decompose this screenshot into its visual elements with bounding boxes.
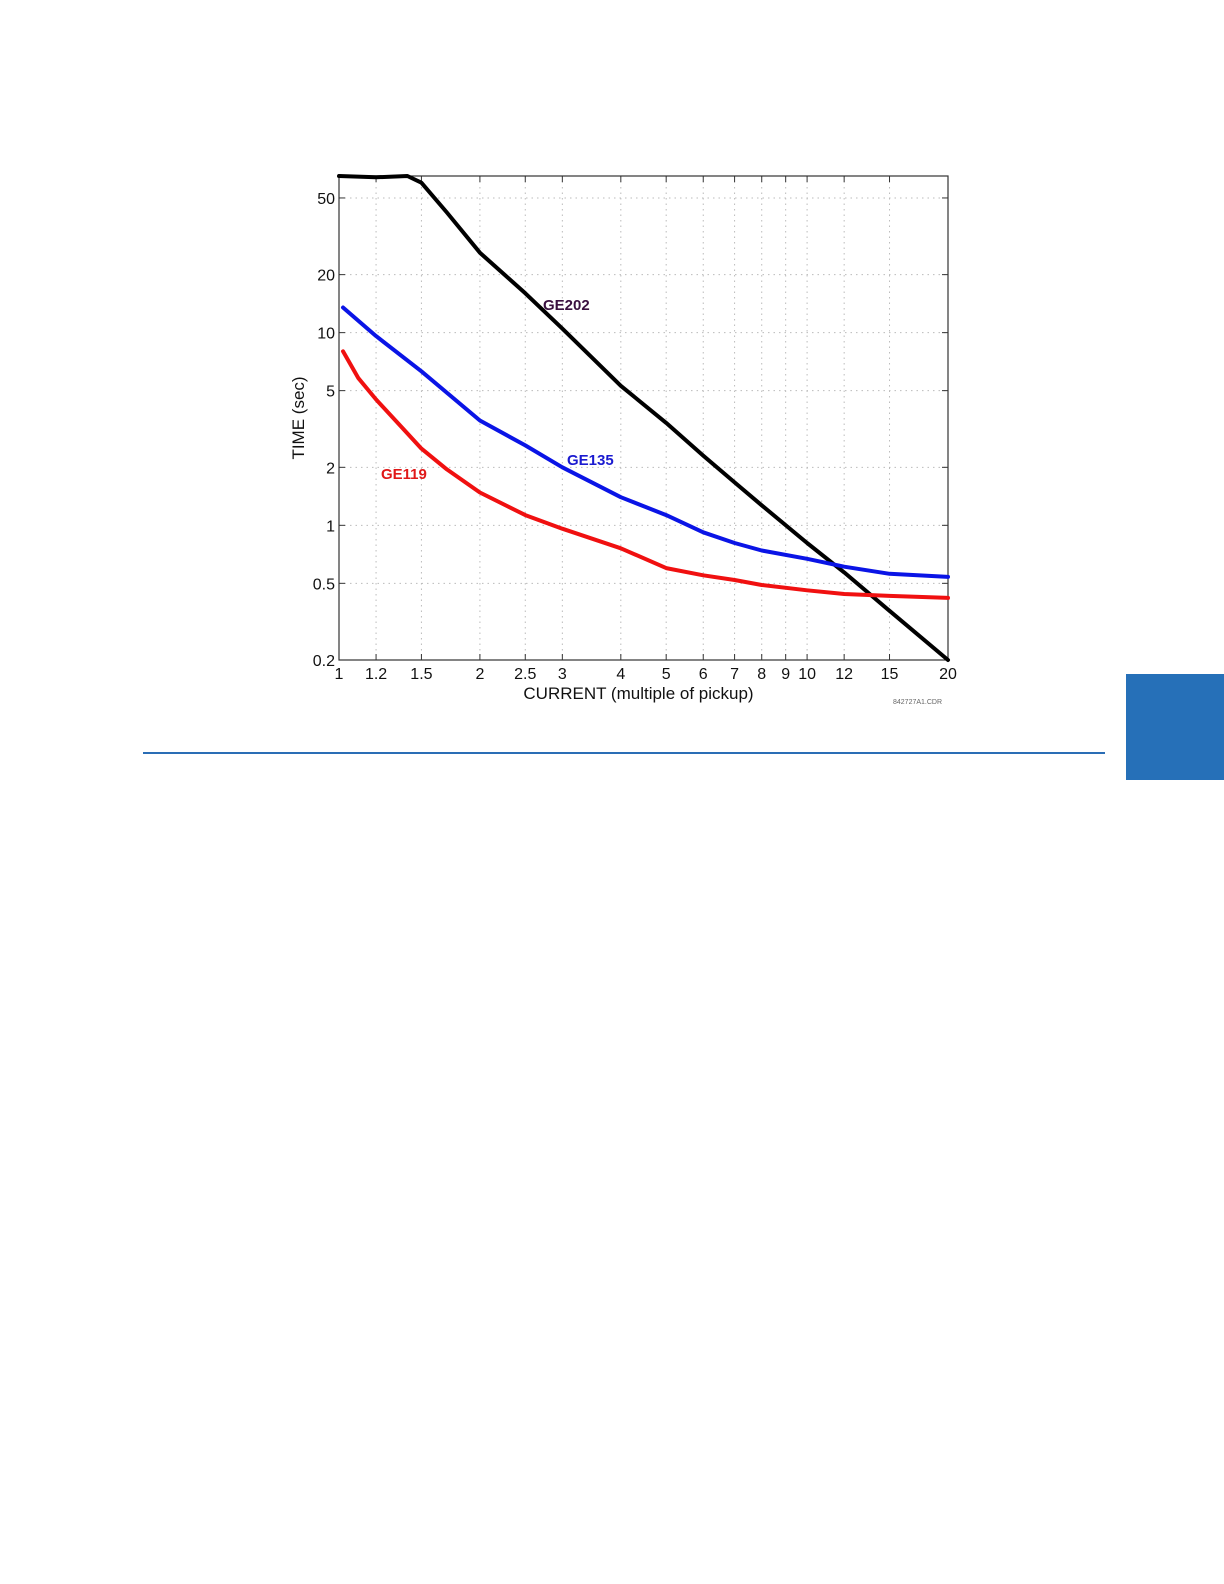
figure-code: 842727A1.CDR <box>893 699 943 706</box>
series-line-ge119 <box>341 349 950 600</box>
series-label: GE202 <box>543 297 590 314</box>
series-label: GE119 <box>381 466 427 483</box>
y-tick-label: 10 <box>317 326 335 343</box>
x-tick-label: 1.5 <box>410 666 432 683</box>
series-line-ge135 <box>341 305 950 579</box>
series-line-ge202 <box>337 174 950 662</box>
x-tick-label: 5 <box>662 666 671 683</box>
section-divider <box>143 752 1105 754</box>
x-tick-label: 1.2 <box>365 666 387 683</box>
y-tick-label: 1 <box>326 518 335 535</box>
x-tick-label: 15 <box>881 666 899 683</box>
y-tick-label: 20 <box>317 268 335 285</box>
y-tick-label: 0.2 <box>313 653 335 670</box>
y-tick-label: 5 <box>326 384 335 401</box>
x-axis-label: CURRENT (multiple of pickup) <box>523 684 753 703</box>
plot-frame <box>338 175 949 661</box>
x-tick-label: 3 <box>558 666 567 683</box>
x-tick-label: 10 <box>798 666 816 683</box>
y-tick-label: 50 <box>317 191 335 208</box>
x-tick-label: 4 <box>616 666 625 683</box>
x-tick-label: 20 <box>939 666 957 683</box>
series-label: GE135 <box>567 452 614 469</box>
x-tick-label: 8 <box>757 666 766 683</box>
x-tick-label: 2.5 <box>514 666 536 683</box>
y-tick-label: 2 <box>326 460 335 477</box>
x-tick-label: 1 <box>335 666 344 683</box>
x-tick-label: 12 <box>835 666 853 683</box>
y-tick-label: 0.5 <box>313 576 335 593</box>
y-axis-label: TIME (sec) <box>289 376 308 459</box>
x-tick-label: 2 <box>475 666 484 683</box>
x-tick-label: 9 <box>781 666 790 683</box>
x-tick-label: 7 <box>730 666 739 683</box>
chapter-tab <box>1126 674 1224 780</box>
x-tick-label: 6 <box>699 666 708 683</box>
time-current-chart: 1 1.2 1.5 2 2.5 3 4 5 6 7 8 9 10 12 15 200.20.512510205… <box>289 174 957 703</box>
plot-area <box>339 176 948 660</box>
